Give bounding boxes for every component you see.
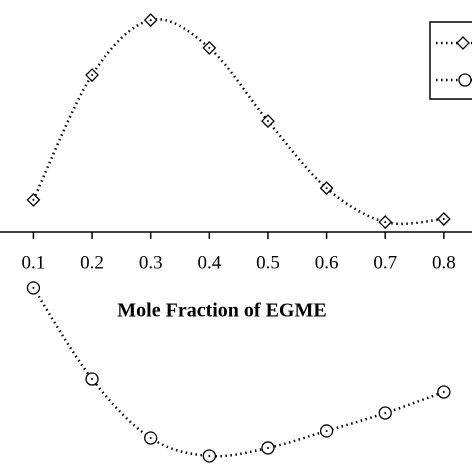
point-dot [208, 46, 211, 49]
x-tick-label: 0.2 [80, 252, 104, 273]
point-dot [208, 454, 211, 457]
x-tick-label: 0.7 [373, 252, 397, 273]
point-dot [32, 286, 35, 289]
point-dot [266, 446, 269, 449]
series-line [32, 18, 444, 226]
point-dot [91, 74, 94, 77]
legend [429, 21, 472, 100]
point-dot [442, 218, 445, 221]
point-dot [325, 187, 328, 190]
point-dot [149, 19, 152, 22]
legend-marker [456, 36, 470, 50]
point-dot [442, 391, 445, 394]
x-tick-label: 0.4 [197, 252, 221, 273]
plot: 0.1 0.2 0.3 0.4 0.5 0.6 0.7 0.8 [0, 13, 472, 463]
x-tick-label: 0.6 [315, 252, 339, 273]
point-dot [325, 429, 328, 432]
x-axis-label: Mole Fraction of EGME [117, 300, 326, 322]
legend-box [429, 21, 472, 100]
point-dot [32, 198, 35, 201]
x-tick-label: 0.5 [256, 252, 280, 273]
x-tick-label: 0.8 [432, 252, 456, 273]
point-dot [266, 120, 269, 123]
x-tick-label: 0.3 [139, 252, 163, 273]
point-dot [91, 378, 94, 381]
point-dot [384, 412, 387, 415]
point-dot [384, 221, 387, 224]
legend-marker [458, 73, 472, 87]
point-dot [149, 437, 152, 440]
x-tick-label: 0.1 [22, 252, 46, 273]
